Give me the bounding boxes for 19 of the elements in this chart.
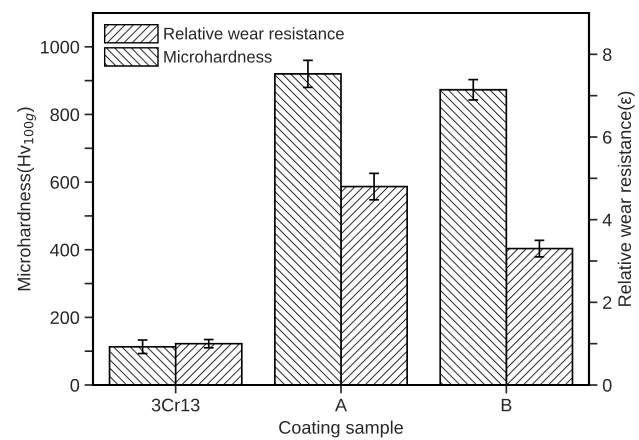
y2-tick-label: 0 [602, 378, 612, 392]
y-tick-label: 1000 [41, 40, 80, 54]
y-tick-label: 800 [50, 108, 80, 122]
y2-tick-label: 6 [603, 130, 612, 144]
x-axis-title: Coating sample [279, 420, 403, 438]
y-tick-label: 400 [50, 244, 80, 256]
legend-label: Microhardness [164, 50, 272, 63]
y-tick-label: 600 [50, 176, 80, 189]
x-tick-label: 3Cr13 [152, 398, 200, 412]
legend-label: Relative wear resistance [164, 27, 344, 40]
y2-axis-title: Relative wear resistance(ε) [618, 92, 635, 306]
y-tick-label: 0 [70, 378, 80, 392]
x-tick-label: B [502, 398, 512, 412]
x-tick-label: A [335, 398, 347, 412]
y2-tick-label: 8 [602, 48, 612, 62]
y2-tick-label: 4 [602, 214, 612, 226]
y-tick-label: 200 [50, 311, 80, 324]
y2-tick-label: 2 [603, 296, 612, 309]
y-axis-title: Microhardness(Hv$_{100g}$) [17, 108, 36, 290]
